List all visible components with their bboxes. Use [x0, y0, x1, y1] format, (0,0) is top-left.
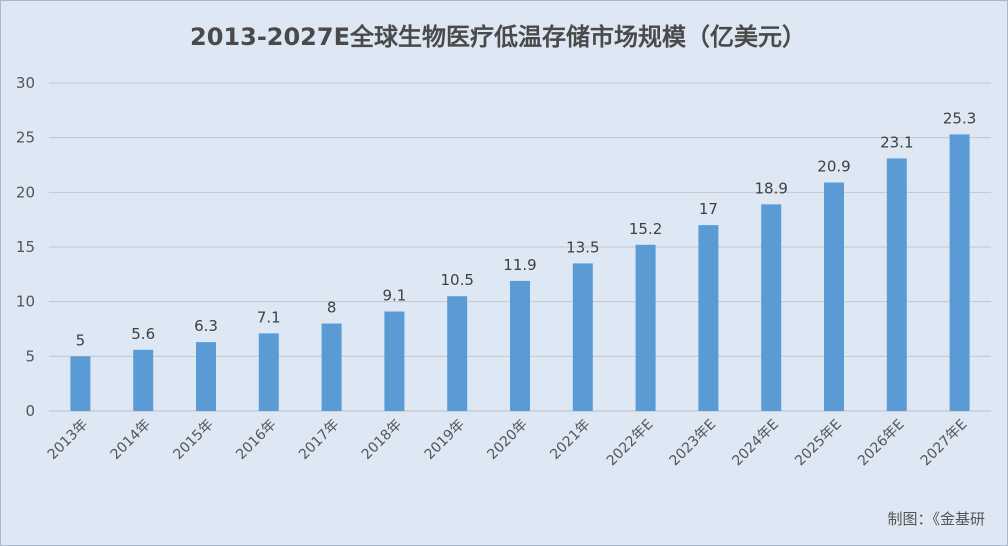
x-tick-label: 2025年E — [792, 417, 845, 470]
data-label: 20.9 — [817, 157, 850, 175]
bar — [70, 356, 91, 411]
data-label: 11.9 — [503, 256, 536, 274]
x-tick-label: 2023年E — [667, 417, 720, 470]
bars — [70, 134, 970, 412]
data-label: 5.6 — [131, 325, 155, 343]
data-label: 10.5 — [440, 271, 473, 289]
x-tick-label: 2021年 — [547, 417, 593, 463]
bar — [886, 158, 907, 411]
x-axis-ticks: 2013年 2014年 2015年 2016年 2017年 2018年 2019年 2020年… — [45, 417, 971, 470]
bar — [572, 263, 593, 411]
y-tick-label: 30 — [16, 74, 35, 92]
y-tick-label: 20 — [16, 183, 35, 201]
y-tick-label: 0 — [25, 402, 35, 420]
x-tick-label: 2015年 — [170, 417, 216, 463]
y-tick-label: 10 — [16, 293, 35, 311]
bar — [321, 323, 342, 411]
x-tick-label: 2027年E — [918, 417, 971, 470]
bar — [258, 333, 279, 411]
data-label: 9.1 — [382, 287, 406, 305]
bar — [510, 280, 530, 411]
bar — [447, 296, 468, 411]
bar — [384, 311, 405, 411]
data-label: 7.1 — [257, 308, 281, 326]
data-label: 8 — [327, 299, 337, 317]
data-label: 25.3 — [943, 109, 976, 127]
data-label: 23.1 — [880, 133, 913, 151]
y-tick-label: 15 — [16, 238, 35, 256]
data-label: 15.2 — [629, 220, 662, 238]
x-tick-label: 2014年 — [108, 417, 154, 463]
bar — [133, 349, 154, 411]
x-tick-label: 2020年 — [484, 417, 530, 463]
data-label: 5 — [76, 331, 86, 349]
bar — [698, 225, 719, 411]
bar — [824, 182, 844, 411]
y-tick-label: 25 — [16, 129, 35, 147]
data-labels: 5 5.6 6.3 7.1 8 9.1 10.5 11.9 13.5 15.2 17 18.9 20.9… — [76, 109, 977, 349]
data-label: 13.5 — [566, 238, 599, 256]
bar — [761, 204, 782, 411]
x-tick-label: 2016年 — [233, 417, 279, 463]
bar — [196, 342, 216, 411]
x-tick-label: 2022年E — [604, 417, 657, 470]
x-tick-label: 2017年 — [296, 417, 342, 463]
data-label: 17 — [699, 200, 718, 218]
bar — [949, 134, 970, 412]
x-tick-label: 2018年 — [359, 417, 405, 463]
y-axis-ticks: 0 5 10 15 20 25 30 — [16, 74, 35, 420]
source-note: 制图：《金基研 — [887, 510, 985, 528]
x-tick-label: 2013年 — [45, 417, 91, 463]
bar — [635, 244, 656, 411]
x-tick-label: 2026年E — [855, 417, 908, 470]
data-label: 6.3 — [194, 317, 218, 335]
chart-title: 2013-2027E全球生物医疗低温存储市场规模（亿美元） — [190, 23, 806, 51]
x-tick-label: 2019年 — [422, 417, 468, 463]
data-label: 18.9 — [754, 179, 787, 197]
x-tick-label: 2024年E — [729, 417, 782, 470]
y-tick-label: 5 — [25, 347, 35, 365]
